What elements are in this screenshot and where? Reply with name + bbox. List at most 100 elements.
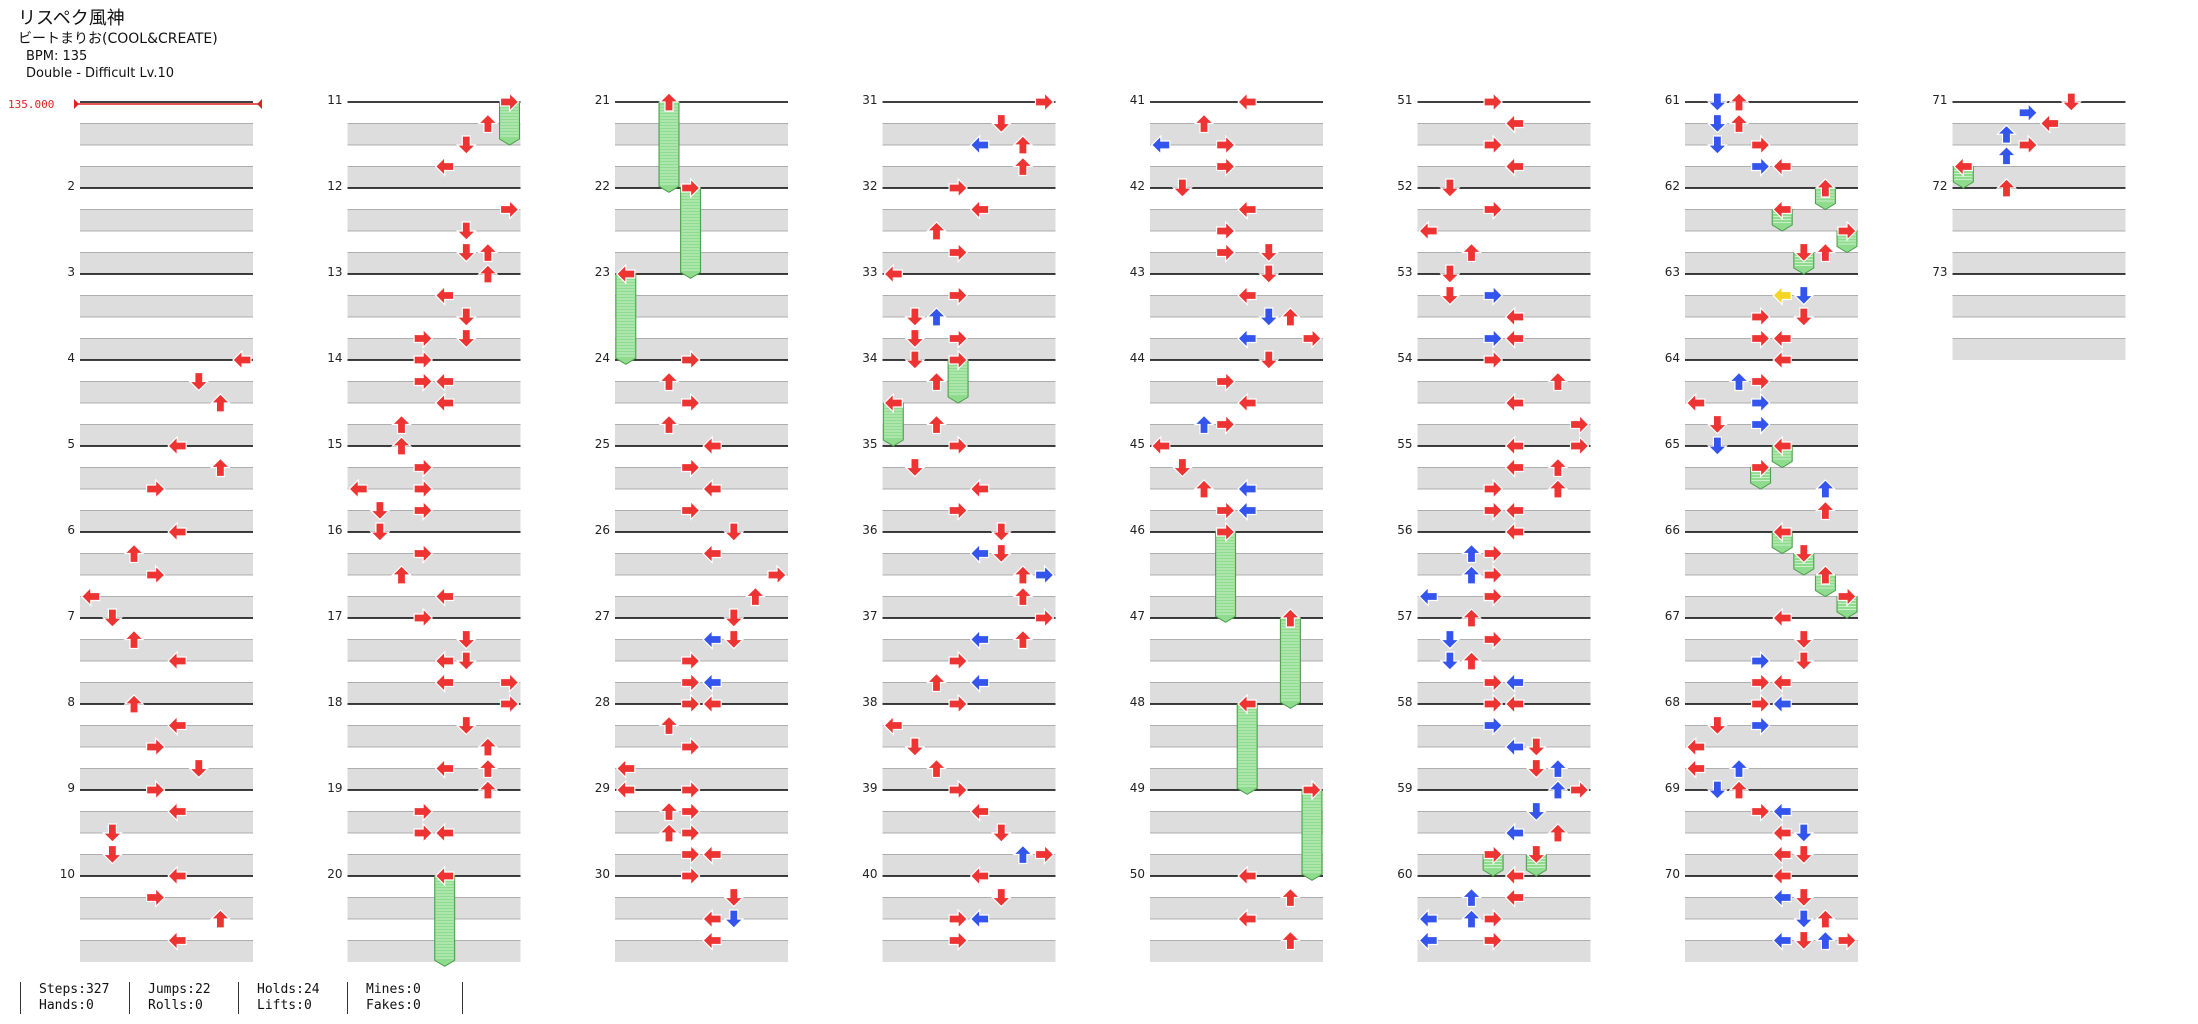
arrow-note-red	[369, 522, 391, 542]
arrow-note-red	[702, 908, 722, 930]
arrow-note-blue	[702, 672, 722, 693]
chart-column: 21 22 23 24 25 26 27 28 29 30	[595, 93, 788, 962]
beat-row-shade	[347, 639, 521, 661]
beat-row-shade	[347, 166, 521, 188]
beat-row-shade	[1952, 252, 2126, 274]
arrow-note-red	[926, 221, 947, 241]
beat-row-shade	[1685, 295, 1858, 317]
arrow-note-red	[1814, 909, 1836, 929]
arrow-note-red	[1728, 780, 1750, 800]
arrow-note-red	[1302, 328, 1322, 349]
beat-row-shade	[1150, 510, 1323, 532]
arrow-note-blue	[1728, 758, 1750, 779]
arrow-note-red	[680, 822, 701, 844]
arrow-note-red	[767, 564, 787, 586]
beat-row-shade	[882, 553, 1056, 575]
arrow-note-red	[1279, 930, 1301, 951]
arrow-note-red	[413, 801, 433, 822]
measure-label: 23	[595, 265, 610, 279]
measure-label: 24	[595, 351, 610, 365]
arrow-note-red	[1012, 565, 1034, 585]
arrow-note-blue	[1750, 650, 1771, 672]
arrow-note-red	[391, 414, 412, 435]
arrow-note-red	[1237, 865, 1257, 887]
beat-row-shade	[882, 725, 1056, 747]
arrow-note-blue	[1750, 392, 1771, 414]
arrow-note-red	[499, 672, 520, 693]
beat-row-shade	[80, 381, 253, 403]
beat-row-shade	[1150, 639, 1323, 661]
arrow-note-red	[1750, 801, 1771, 822]
hold-note	[658, 101, 680, 193]
arrow-note-blue	[723, 909, 745, 929]
arrow-note-red	[1504, 521, 1525, 543]
arrow-note-red	[1258, 242, 1280, 263]
chart-column: 51 52 53 54 55 56 57 58 59 60	[1397, 93, 1591, 962]
arrow-note-red	[1793, 930, 1815, 951]
arrow-note-red	[948, 779, 968, 801]
beat-row-shade	[347, 295, 521, 317]
measure-label: 51	[1397, 93, 1412, 107]
hold-note	[615, 273, 637, 365]
arrow-note-red	[1279, 887, 1301, 908]
beat-row-shade	[882, 897, 1056, 919]
beat-row-shade	[882, 596, 1056, 618]
beat-row-shade	[615, 854, 788, 876]
measure-label: 61	[1665, 93, 1680, 107]
measure-label: 37	[862, 609, 877, 623]
arrow-note-red	[1772, 607, 1792, 629]
beat-row-shade	[347, 897, 521, 919]
arrow-note-red	[167, 801, 187, 822]
beat-row-shade	[80, 854, 253, 876]
arrow-note-red	[1837, 220, 1857, 242]
arrow-note-red	[1439, 264, 1461, 284]
beat-row-shade	[1150, 596, 1323, 618]
beat-row-shade	[1685, 811, 1858, 833]
arrow-note-blue	[1525, 801, 1547, 822]
arrow-note-red	[1837, 586, 1857, 607]
beat-row-shade	[1417, 166, 1591, 188]
beat-row-shade	[1150, 682, 1323, 704]
arrow-note-red	[1772, 672, 1792, 693]
arrow-note-blue	[1483, 715, 1503, 736]
beat-row-shade	[615, 166, 788, 188]
song-bpm: BPM: 135	[26, 49, 88, 64]
arrow-note-blue	[1793, 285, 1815, 306]
arrow-note-red	[990, 823, 1012, 843]
arrow-note-blue	[1547, 758, 1569, 779]
arrow-note-blue	[1504, 672, 1525, 693]
beat-row-shade	[347, 209, 521, 231]
beat-row-shade	[347, 725, 521, 747]
arrow-note-red	[1504, 865, 1525, 887]
arrow-note-red	[1685, 392, 1706, 414]
arrow-note-blue	[1750, 156, 1771, 177]
beat-row-shade	[1417, 639, 1591, 661]
arrow-note-blue	[1461, 543, 1482, 564]
arrow-note-red	[702, 844, 722, 865]
beat-row-shade	[615, 897, 788, 919]
arrow-note-blue	[969, 543, 990, 564]
beat-row-shade	[80, 897, 253, 919]
arrow-note-blue	[1772, 801, 1792, 822]
beat-row-shade	[1417, 811, 1591, 833]
arrow-note-red	[413, 607, 433, 629]
arrow-note-red	[948, 908, 968, 930]
song-artist: ビートまりお(COOL&CREATE)	[18, 31, 218, 47]
measure-label: 49	[1130, 781, 1145, 795]
arrow-note-red	[1547, 457, 1569, 478]
arrow-note-red	[1483, 349, 1503, 371]
arrow-note-red	[1793, 651, 1815, 671]
arrow-note-red	[1215, 156, 1236, 177]
arrow-note-red	[413, 543, 433, 564]
arrow-note-red	[499, 91, 520, 113]
beat-row-shade	[80, 123, 253, 145]
arrow-note-blue	[1814, 479, 1836, 499]
beat-row-shade	[80, 295, 253, 317]
beat-row-shade	[1150, 338, 1323, 360]
measure-label: 8	[67, 695, 75, 709]
arrow-note-red	[477, 113, 499, 134]
arrow-note-red	[455, 242, 477, 263]
arrow-note-red	[413, 457, 433, 478]
arrow-note-blue	[702, 629, 722, 650]
stat-value: Lifts:0	[257, 998, 312, 1013]
